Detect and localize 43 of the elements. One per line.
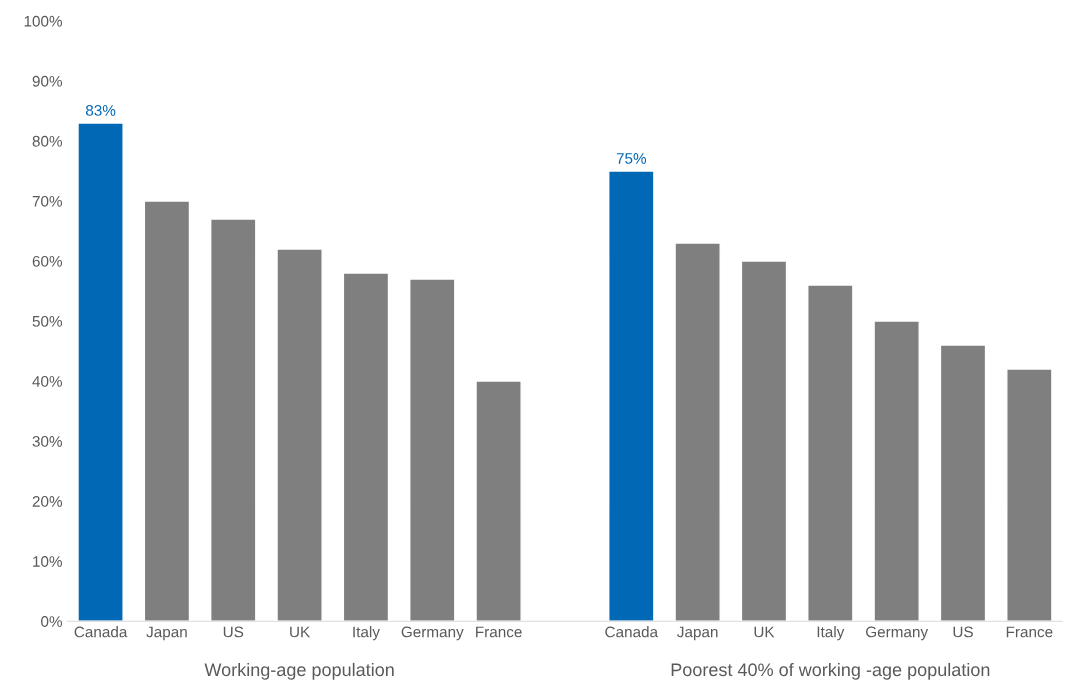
- x-tick-label: Italy: [353, 626, 380, 641]
- y-tick-label: 40%: [32, 375, 63, 387]
- y-tick-label: 10%: [33, 556, 63, 567]
- x-tick-label: Germany: [401, 626, 464, 641]
- bar: [77, 122, 124, 622]
- bar: [276, 248, 323, 622]
- bar: [210, 218, 257, 622]
- x-tick-label: Japan: [677, 626, 718, 641]
- bar: [807, 284, 854, 622]
- bar: [475, 380, 522, 622]
- x-tick-label: Canada: [74, 626, 128, 638]
- bar: [143, 200, 191, 622]
- data-label: 83%: [85, 104, 116, 116]
- y-tick-label: 0%: [41, 616, 63, 627]
- bar: [1006, 368, 1053, 622]
- text: Working-age population: [204, 662, 394, 680]
- x-tick-label: Italy: [817, 626, 845, 641]
- x-tick-label: US: [223, 626, 244, 638]
- y-tick-label: 60%: [32, 255, 63, 267]
- bar: [674, 242, 721, 622]
- x-tick-label: UK: [290, 626, 311, 638]
- x-tick-label: UK: [754, 626, 775, 638]
- x-tick-label: France: [1006, 626, 1053, 638]
- bar: [873, 320, 920, 622]
- y-tick-label: 70%: [32, 195, 63, 207]
- y-tick-label: 50%: [32, 315, 63, 327]
- y-tick-label: 30%: [32, 436, 63, 447]
- bar: [939, 344, 987, 622]
- text: Poorest 40% of working -age population: [671, 662, 990, 680]
- bar: [342, 272, 390, 622]
- data-label: 75%: [616, 153, 647, 164]
- x-tick-label: US: [953, 626, 973, 638]
- x-tick-label: Germany: [866, 626, 929, 641]
- x-tick-label: Canada: [605, 626, 659, 638]
- bar: [608, 170, 655, 622]
- y-tick-label: 90%: [32, 75, 63, 87]
- y-tick-label: 100%: [24, 15, 63, 27]
- bar: [740, 260, 788, 622]
- bar: [409, 278, 456, 622]
- x-tick-label: Japan: [146, 626, 187, 641]
- y-tick-label: 80%: [32, 135, 63, 147]
- y-tick-label: 20%: [32, 496, 63, 507]
- x-tick-label: France: [476, 626, 522, 638]
